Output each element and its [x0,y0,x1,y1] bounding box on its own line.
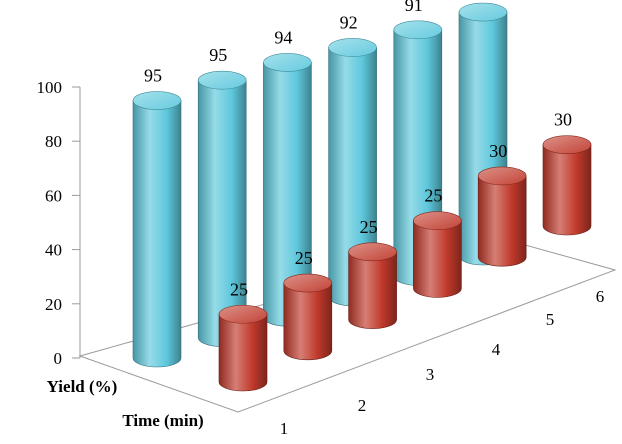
data-label: 25 [295,248,313,268]
y-tick-label: 40 [45,241,62,260]
cylinder-top [477,166,527,186]
x-tick-label: 3 [426,365,435,384]
y-tick-label: 80 [45,132,62,151]
bar-time-6: 30 [542,110,592,236]
series-axis-label: Yield (%) [47,377,118,396]
data-label: 25 [230,279,248,299]
cylinder-top [348,242,397,262]
y-tick-label: 20 [45,295,62,314]
x-tick-label: 4 [492,340,501,359]
cylinder-top [458,2,508,22]
x-tick-label: 2 [358,396,367,415]
series-axis: Yield (%)Time (min) [47,377,204,430]
cylinder-body [477,175,527,267]
chart-marks: 909192949595303025252525 [132,0,592,392]
data-label: 30 [554,110,572,130]
data-label: 25 [424,186,442,206]
bar-yield-1: 95 [132,66,182,368]
cylinder-body [283,282,333,361]
cylinder-top [393,20,443,40]
bar-time-5: 30 [477,141,527,267]
bar-yield-2: 95 [197,45,247,347]
cylinder-top [218,304,268,324]
bar-time-1: 25 [218,279,268,392]
data-label: 95 [209,45,227,65]
x-tick-label: 5 [546,310,555,329]
cylinder-body [413,220,462,298]
bar-time-3: 25 [348,217,397,329]
x-tick-label: 6 [596,287,605,306]
cylinder-body [348,251,397,329]
y-tick-label: 100 [37,78,63,97]
data-label: 91 [405,0,423,15]
bar-time-2: 25 [283,248,333,361]
data-label: 92 [340,12,358,32]
cylinder-top [132,91,182,110]
bar-time-4: 25 [413,186,462,298]
series-axis-label: Time (min) [122,411,203,430]
cylinder-body [132,100,182,368]
y-tick-label: 0 [54,349,63,368]
cylinder-top [283,273,333,293]
x-axis: 1 2 3 4 5 6 [280,287,605,438]
x-tick-label: 1 [280,419,289,438]
cylinder-body [218,313,268,392]
data-label: 30 [489,141,507,161]
data-label: 95 [144,66,162,86]
cylinder-top [263,53,312,72]
data-label: 94 [274,27,292,47]
cylinder-top [197,70,247,90]
bar-yield-3: 94 [263,27,312,327]
cylinder-top [328,38,377,57]
y-axis: 0 20 40 60 80 100 [37,78,81,368]
data-label: 25 [360,217,378,237]
cylinder-top [413,211,462,230]
y-tick-label: 60 [45,186,62,205]
cylinder-top [542,135,592,154]
cylinder-body [542,144,592,236]
